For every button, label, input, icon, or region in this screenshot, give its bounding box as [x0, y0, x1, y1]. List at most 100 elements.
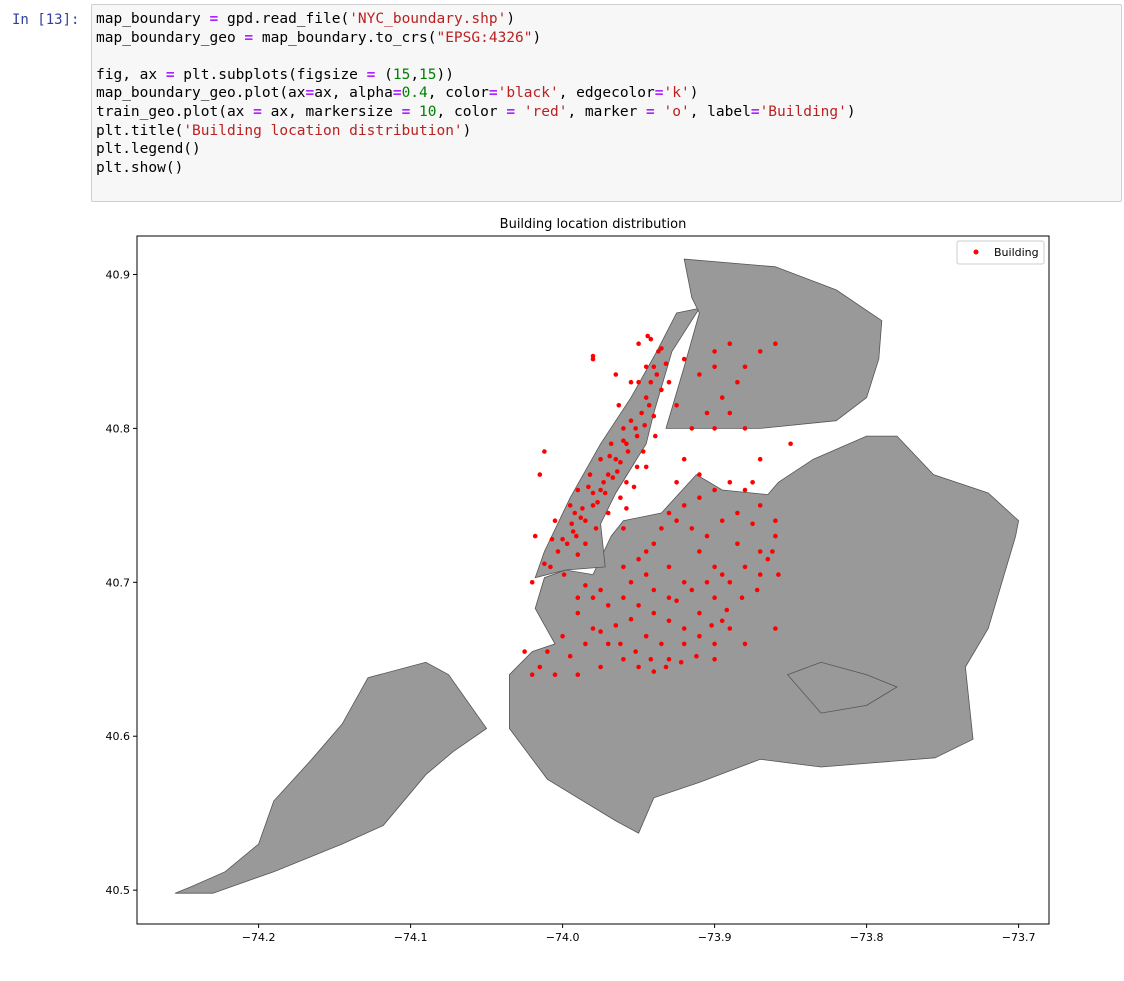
boundary-polygon — [174, 661, 488, 894]
building-point — [651, 541, 657, 547]
y-tick-label: 40.9 — [106, 268, 131, 281]
building-point — [598, 487, 603, 493]
legend: Building — [956, 240, 1045, 265]
building-point — [750, 521, 755, 527]
building-point — [590, 503, 596, 508]
code-token: gpd.read_file( — [218, 11, 350, 27]
building-point — [587, 472, 593, 477]
building-point — [689, 587, 695, 593]
building-point — [757, 549, 763, 554]
building-point — [651, 364, 657, 370]
building-point — [666, 657, 672, 662]
building-point — [681, 356, 687, 362]
building-point — [598, 587, 603, 593]
building-point — [590, 490, 596, 496]
building-point — [697, 610, 702, 616]
building-point — [605, 472, 611, 477]
building-point — [634, 433, 640, 439]
building-point — [704, 533, 710, 539]
code-token: , — [410, 66, 420, 83]
building-point — [628, 580, 634, 585]
code-token: plt.title( — [96, 122, 184, 139]
code-token: 15 — [419, 66, 437, 83]
building-point — [709, 623, 714, 628]
code-token: 'Building' — [759, 103, 847, 120]
building-point — [727, 410, 733, 416]
y-tick-label: 40.6 — [106, 730, 131, 743]
building-point — [697, 549, 702, 554]
building-point — [590, 353, 596, 359]
building-point — [578, 515, 584, 520]
building-point — [569, 521, 574, 527]
building-point — [654, 372, 660, 377]
chart-title: Building location distribution — [500, 217, 687, 232]
building-point — [694, 653, 699, 659]
code-line: plt.legend() — [96, 141, 201, 157]
building-points — [522, 333, 793, 677]
building-point — [621, 438, 626, 443]
building-point — [659, 346, 664, 351]
building-point — [651, 587, 657, 593]
building-point — [624, 480, 629, 485]
axis-ticks: −74.2 −74.1 −74.0 −73.9 −73.8 −73.7 40.5 40.6 40… — [106, 268, 1036, 944]
code-token: ax, alpha — [314, 85, 393, 102]
building-point — [628, 616, 634, 622]
building-point — [636, 556, 641, 562]
building-point — [712, 349, 717, 354]
building-point — [742, 641, 748, 647]
building-point — [586, 484, 591, 490]
building-point — [532, 533, 538, 539]
building-point — [704, 410, 710, 416]
building-point — [598, 629, 603, 634]
code-token: map_boundary — [96, 11, 210, 27]
code-token: map_boundary_geo.plot(ax — [96, 85, 306, 102]
code-token: ) — [462, 122, 472, 139]
building-point — [681, 626, 687, 631]
building-point — [555, 549, 561, 554]
code-token: , marker — [567, 103, 647, 120]
building-point — [633, 426, 638, 431]
building-point — [719, 618, 725, 624]
building-point — [674, 403, 679, 408]
code-line: map_boundary_geo = map_boundary.to_crs("… — [96, 30, 541, 46]
building-point — [575, 610, 581, 616]
code-token: plt.subplots(figsize — [174, 66, 367, 83]
building-point — [645, 333, 650, 339]
building-point — [621, 426, 626, 431]
building-point — [666, 510, 672, 516]
building-point — [727, 626, 733, 631]
building-point — [643, 549, 649, 554]
code-token: 15 — [392, 66, 411, 83]
code-token: map_boundary.to_crs( — [253, 29, 437, 46]
code-token: , label — [689, 103, 751, 120]
building-point — [574, 533, 579, 539]
x-tick-label: −73.7 — [1002, 931, 1036, 944]
building-point — [636, 664, 641, 670]
building-point — [643, 464, 649, 470]
building-point — [575, 552, 581, 557]
code-token: = — [646, 103, 655, 120]
building-point — [590, 595, 596, 600]
building-point — [773, 533, 778, 539]
building-point — [567, 653, 573, 659]
code-token: 'red' — [523, 103, 568, 120]
building-point — [607, 453, 612, 459]
building-point — [564, 541, 570, 547]
legend-marker — [973, 249, 979, 255]
code-token: = — [244, 29, 254, 46]
code-editor[interactable]: map_boundary = gpd.read_file('NYC_bounda… — [96, 10, 856, 177]
building-point — [765, 556, 771, 562]
building-point — [613, 456, 619, 462]
code-token: plt.legend() — [96, 141, 201, 158]
building-point — [742, 564, 748, 570]
building-point — [689, 526, 695, 531]
building-point — [575, 487, 581, 493]
code-cell-input[interactable]: map_boundary = gpd.read_file('NYC_bounda… — [91, 4, 1122, 202]
building-point — [666, 618, 672, 624]
code-token: 'Building location distribution' — [183, 122, 463, 139]
code-token: fig, ax — [96, 66, 166, 83]
code-token: plt.show() — [96, 159, 184, 176]
chart: Building location distribution −74.2 −74.… — [106, 217, 1050, 944]
building-point — [773, 626, 778, 631]
building-point — [643, 633, 649, 639]
